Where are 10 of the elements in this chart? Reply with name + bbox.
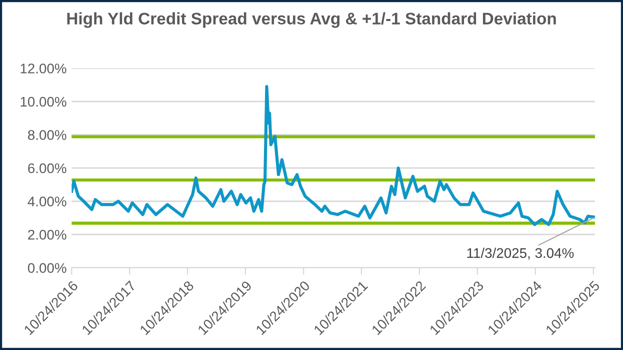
y-tick-label: 2.00% xyxy=(28,230,66,240)
y-tick-label: 8.00% xyxy=(28,130,66,140)
annotation: 11/3/2025, 3.04% xyxy=(467,248,574,260)
y-tick-label: 0.00% xyxy=(28,263,66,273)
y-tick-label: 10.00% xyxy=(20,96,66,107)
y-tick-label: 6.00% xyxy=(28,163,66,174)
y-tick-label: 4.00% xyxy=(28,196,66,206)
y-tick-label: 12.00% xyxy=(20,64,66,74)
chart-title: High Yld Credit Spread versus Avg & +1/-1 Standard Deviation xyxy=(67,12,556,28)
line-series xyxy=(72,85,595,226)
